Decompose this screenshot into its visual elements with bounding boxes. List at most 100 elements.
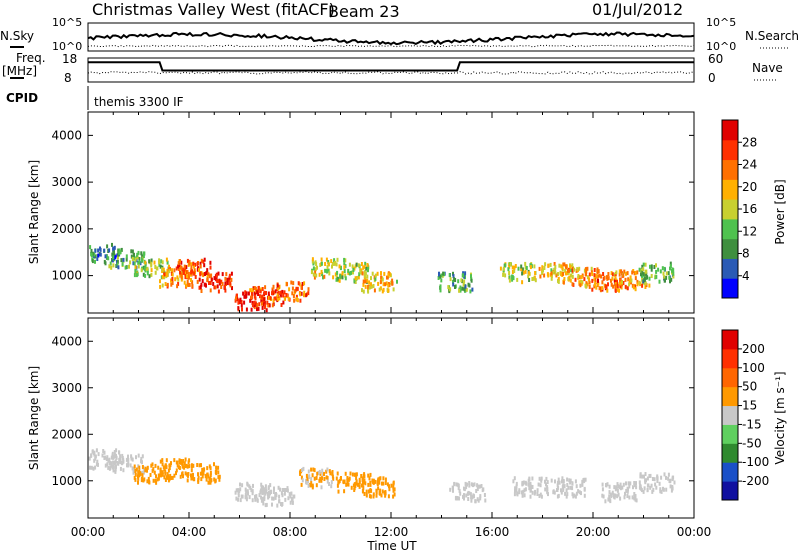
radar-cell (529, 488, 532, 493)
radar-cell (180, 459, 182, 463)
radar-cell (144, 468, 147, 473)
radar-cell (163, 275, 166, 280)
radar-cell (183, 264, 186, 269)
radar-cell (217, 279, 220, 284)
radar-cell (352, 483, 355, 488)
radar-cell (209, 480, 212, 485)
radar-cell (274, 495, 277, 500)
radar-cell (388, 484, 390, 489)
radar-cell (550, 268, 553, 273)
radar-cell (273, 290, 276, 295)
radar-cell (642, 267, 645, 272)
radar-cell (588, 277, 590, 282)
radar-cell (355, 472, 358, 477)
radar-cell (110, 265, 113, 270)
radar-cell (368, 494, 371, 499)
radar-cell (576, 267, 579, 272)
radar-cell (142, 265, 145, 270)
radar-cell (120, 247, 123, 252)
radar-cell (262, 487, 265, 492)
radar-cell (187, 271, 190, 276)
radar-cell (281, 493, 284, 498)
radar-cell (556, 483, 559, 488)
radar-cell (307, 469, 310, 474)
radar-cell (186, 478, 189, 483)
radar-cell (201, 467, 204, 472)
search-tick-top: 10^5 (706, 16, 736, 29)
radar-cell (142, 272, 145, 277)
colorbar-swatch (722, 199, 738, 220)
radar-cell (640, 272, 642, 277)
radar-cell (634, 285, 637, 289)
colorbar-tick-label: 15 (742, 399, 757, 413)
radar-cell (194, 275, 197, 279)
radar-cell (621, 485, 624, 490)
radar-cell (213, 276, 216, 281)
radar-cell (462, 282, 465, 287)
radar-cell (516, 491, 519, 496)
radar-cell (334, 272, 337, 277)
radar-cell (161, 472, 164, 477)
radar-cell (159, 279, 161, 284)
radar-cell (119, 454, 122, 459)
radar-cell (200, 477, 203, 482)
radar-cell (116, 259, 119, 264)
radar-cell (374, 479, 377, 484)
y-tick-label: 2000 (51, 427, 82, 441)
radar-cell (191, 280, 194, 285)
radar-cell (571, 268, 574, 273)
radar-cell (353, 278, 356, 283)
radar-cell (137, 260, 140, 265)
radar-cell (628, 495, 631, 500)
radar-cell (557, 485, 560, 490)
radar-cell (204, 282, 207, 287)
radar-cell (571, 263, 574, 268)
radar-cell (300, 291, 303, 296)
radar-cell (638, 280, 641, 285)
radar-cell (210, 478, 213, 483)
radar-cell (279, 487, 281, 492)
radar-cell (655, 263, 657, 268)
radar-cell (374, 273, 377, 278)
radar-cell (261, 294, 264, 299)
radar-cell (385, 281, 388, 286)
radar-cell (628, 282, 631, 287)
radar-cell (173, 268, 176, 273)
radar-cell (206, 466, 209, 471)
radar-cell (251, 300, 254, 305)
radar-cell (176, 284, 179, 289)
radar-cell (584, 477, 587, 482)
radar-cell (254, 286, 257, 291)
radar-cell (331, 262, 334, 266)
radar-cell (622, 273, 625, 278)
radar-cell (554, 479, 556, 484)
radar-cell (181, 463, 184, 468)
radar-cell (260, 498, 263, 503)
radar-cell (250, 307, 253, 312)
radar-cell (325, 475, 328, 480)
radar-cell (355, 479, 358, 484)
radar-cell (634, 276, 637, 281)
radar-cell (288, 287, 291, 292)
radar-cell (464, 284, 467, 289)
radar-cell (372, 492, 375, 497)
radar-cell (135, 273, 138, 278)
colorbar-swatch (722, 367, 738, 388)
radar-cell (166, 268, 169, 273)
radar-cell (179, 264, 182, 269)
radar-cell (182, 270, 185, 275)
radar-cell (320, 478, 323, 483)
radar-cell (183, 465, 186, 470)
radar-cell (221, 272, 224, 277)
radar-cell (561, 479, 563, 484)
radar-cell (644, 269, 647, 274)
radar-cell (114, 469, 117, 474)
radar-cell (141, 465, 144, 469)
radar-cell (97, 248, 100, 253)
radar-cell (367, 482, 370, 487)
radar-cell (203, 263, 206, 268)
radar-cell (507, 262, 510, 267)
radar-cell (304, 293, 307, 298)
radar-cell (245, 497, 248, 502)
radar-cell (177, 264, 180, 269)
